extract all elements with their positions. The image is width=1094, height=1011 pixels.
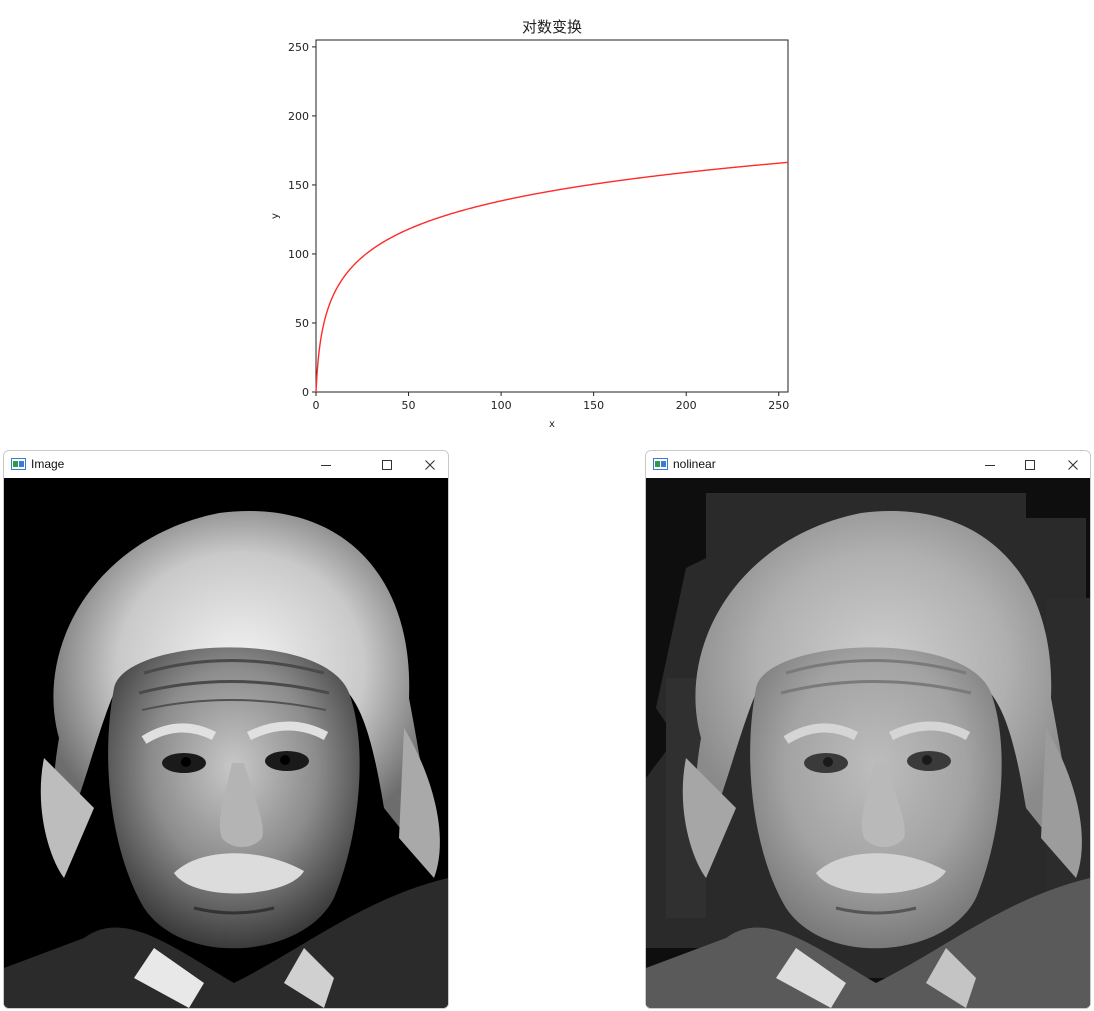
- maximize-icon: [1025, 459, 1035, 470]
- minimize-icon: [321, 464, 331, 466]
- close-button[interactable]: [408, 451, 448, 478]
- close-icon: [1068, 459, 1078, 470]
- maximize-button[interactable]: [365, 451, 409, 478]
- nolinear-window[interactable]: nolinear: [645, 450, 1091, 1009]
- nolinear-canvas: [646, 478, 1090, 1008]
- close-icon: [425, 459, 435, 470]
- log-curve-line: [315, 161, 789, 393]
- y-tick-label: 250: [288, 41, 309, 54]
- y-tick-label: 50: [295, 317, 309, 330]
- x-tick-label: 50: [402, 399, 416, 412]
- maximize-icon: [382, 459, 392, 470]
- x-tick-label: 250: [768, 399, 789, 412]
- x-tick-label: 100: [491, 399, 512, 412]
- app-window-icon: [653, 458, 668, 470]
- app-window-icon: [11, 458, 26, 470]
- image-window[interactable]: Image: [3, 450, 449, 1009]
- plot-frame: [315, 39, 789, 393]
- minimize-icon: [985, 464, 995, 466]
- nolinear-window-title: nolinear: [673, 457, 716, 471]
- x-tick-label: 0: [313, 399, 320, 412]
- image-window-title: Image: [31, 457, 65, 471]
- x-tick-label: 150: [583, 399, 604, 412]
- y-tick-label: 200: [288, 110, 309, 123]
- minimize-button[interactable]: [968, 451, 1012, 478]
- y-tick-label: 0: [302, 386, 309, 399]
- y-tick-label: 150: [288, 179, 309, 192]
- x-axis-label: x: [549, 419, 555, 430]
- nolinear-window-titlebar[interactable]: nolinear: [646, 451, 1090, 478]
- log-transform-chart: 对数变换 0 50 100 150 200 250 0 50 100 150 200 250 x y: [270, 18, 789, 430]
- close-button[interactable]: [1051, 451, 1090, 478]
- y-tick-label: 100: [288, 248, 309, 261]
- minimize-button[interactable]: [304, 451, 348, 478]
- chart-title: 对数变换: [522, 18, 582, 36]
- portrait-original: [4, 478, 448, 1008]
- image-canvas: [4, 478, 448, 1008]
- image-window-titlebar[interactable]: Image: [4, 451, 448, 478]
- x-tick-label: 200: [676, 399, 697, 412]
- portrait-log-transformed: [646, 478, 1090, 1008]
- maximize-button[interactable]: [1008, 451, 1052, 478]
- y-axis-label: y: [270, 213, 281, 219]
